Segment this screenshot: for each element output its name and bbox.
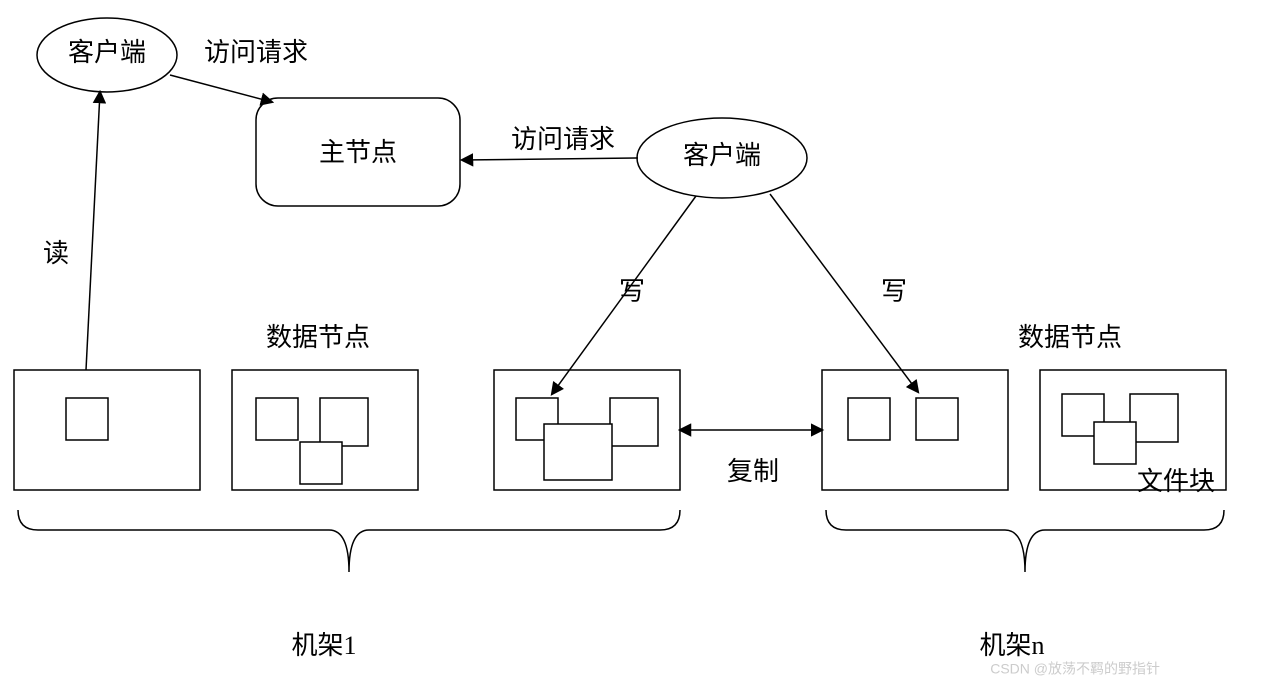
- label-rack1: 机架1: [291, 631, 356, 660]
- dn1-block-0: [66, 398, 108, 440]
- edge-req1: [170, 75, 272, 102]
- edge-req2: [462, 158, 638, 160]
- edge-read-label: 读: [43, 239, 69, 268]
- dn4-block-0: [848, 398, 890, 440]
- client2-label: 客户端: [683, 141, 761, 170]
- label-data_node_left: 数据节点: [266, 323, 370, 352]
- label-file_block: 文件块: [1137, 467, 1215, 496]
- brace-brace2: [826, 510, 1224, 572]
- dn2-block-0: [256, 398, 298, 440]
- dn5-block-2: [1094, 422, 1136, 464]
- edge-copy-label: 复制: [727, 457, 779, 486]
- brace-brace1: [18, 510, 680, 572]
- label-rackn: 机架n: [979, 631, 1044, 660]
- dn2-block-1: [320, 398, 368, 446]
- edge-read: [86, 92, 100, 370]
- master-label: 主节点: [319, 138, 397, 167]
- label-data_node_right: 数据节点: [1018, 323, 1122, 352]
- client1-label: 客户端: [68, 38, 146, 67]
- dn3-block-2: [544, 424, 612, 480]
- dn5-block-1: [1130, 394, 1178, 442]
- diagram-layer: 客户端客户端主节点数据节点数据节点文件块机架1机架n访问请求访问请求读写写复制C…: [14, 18, 1226, 677]
- watermark: CSDN @放荡不羁的野指针: [990, 661, 1160, 677]
- dn3-block-1: [610, 398, 658, 446]
- dn2-block-2: [300, 442, 342, 484]
- edge-write2-label: 写: [881, 277, 907, 306]
- dn4-block-1: [916, 398, 958, 440]
- edge-req1-label: 访问请求: [204, 38, 308, 67]
- edge-req2-label: 访问请求: [511, 125, 615, 154]
- edge-write1-label: 写: [619, 277, 645, 306]
